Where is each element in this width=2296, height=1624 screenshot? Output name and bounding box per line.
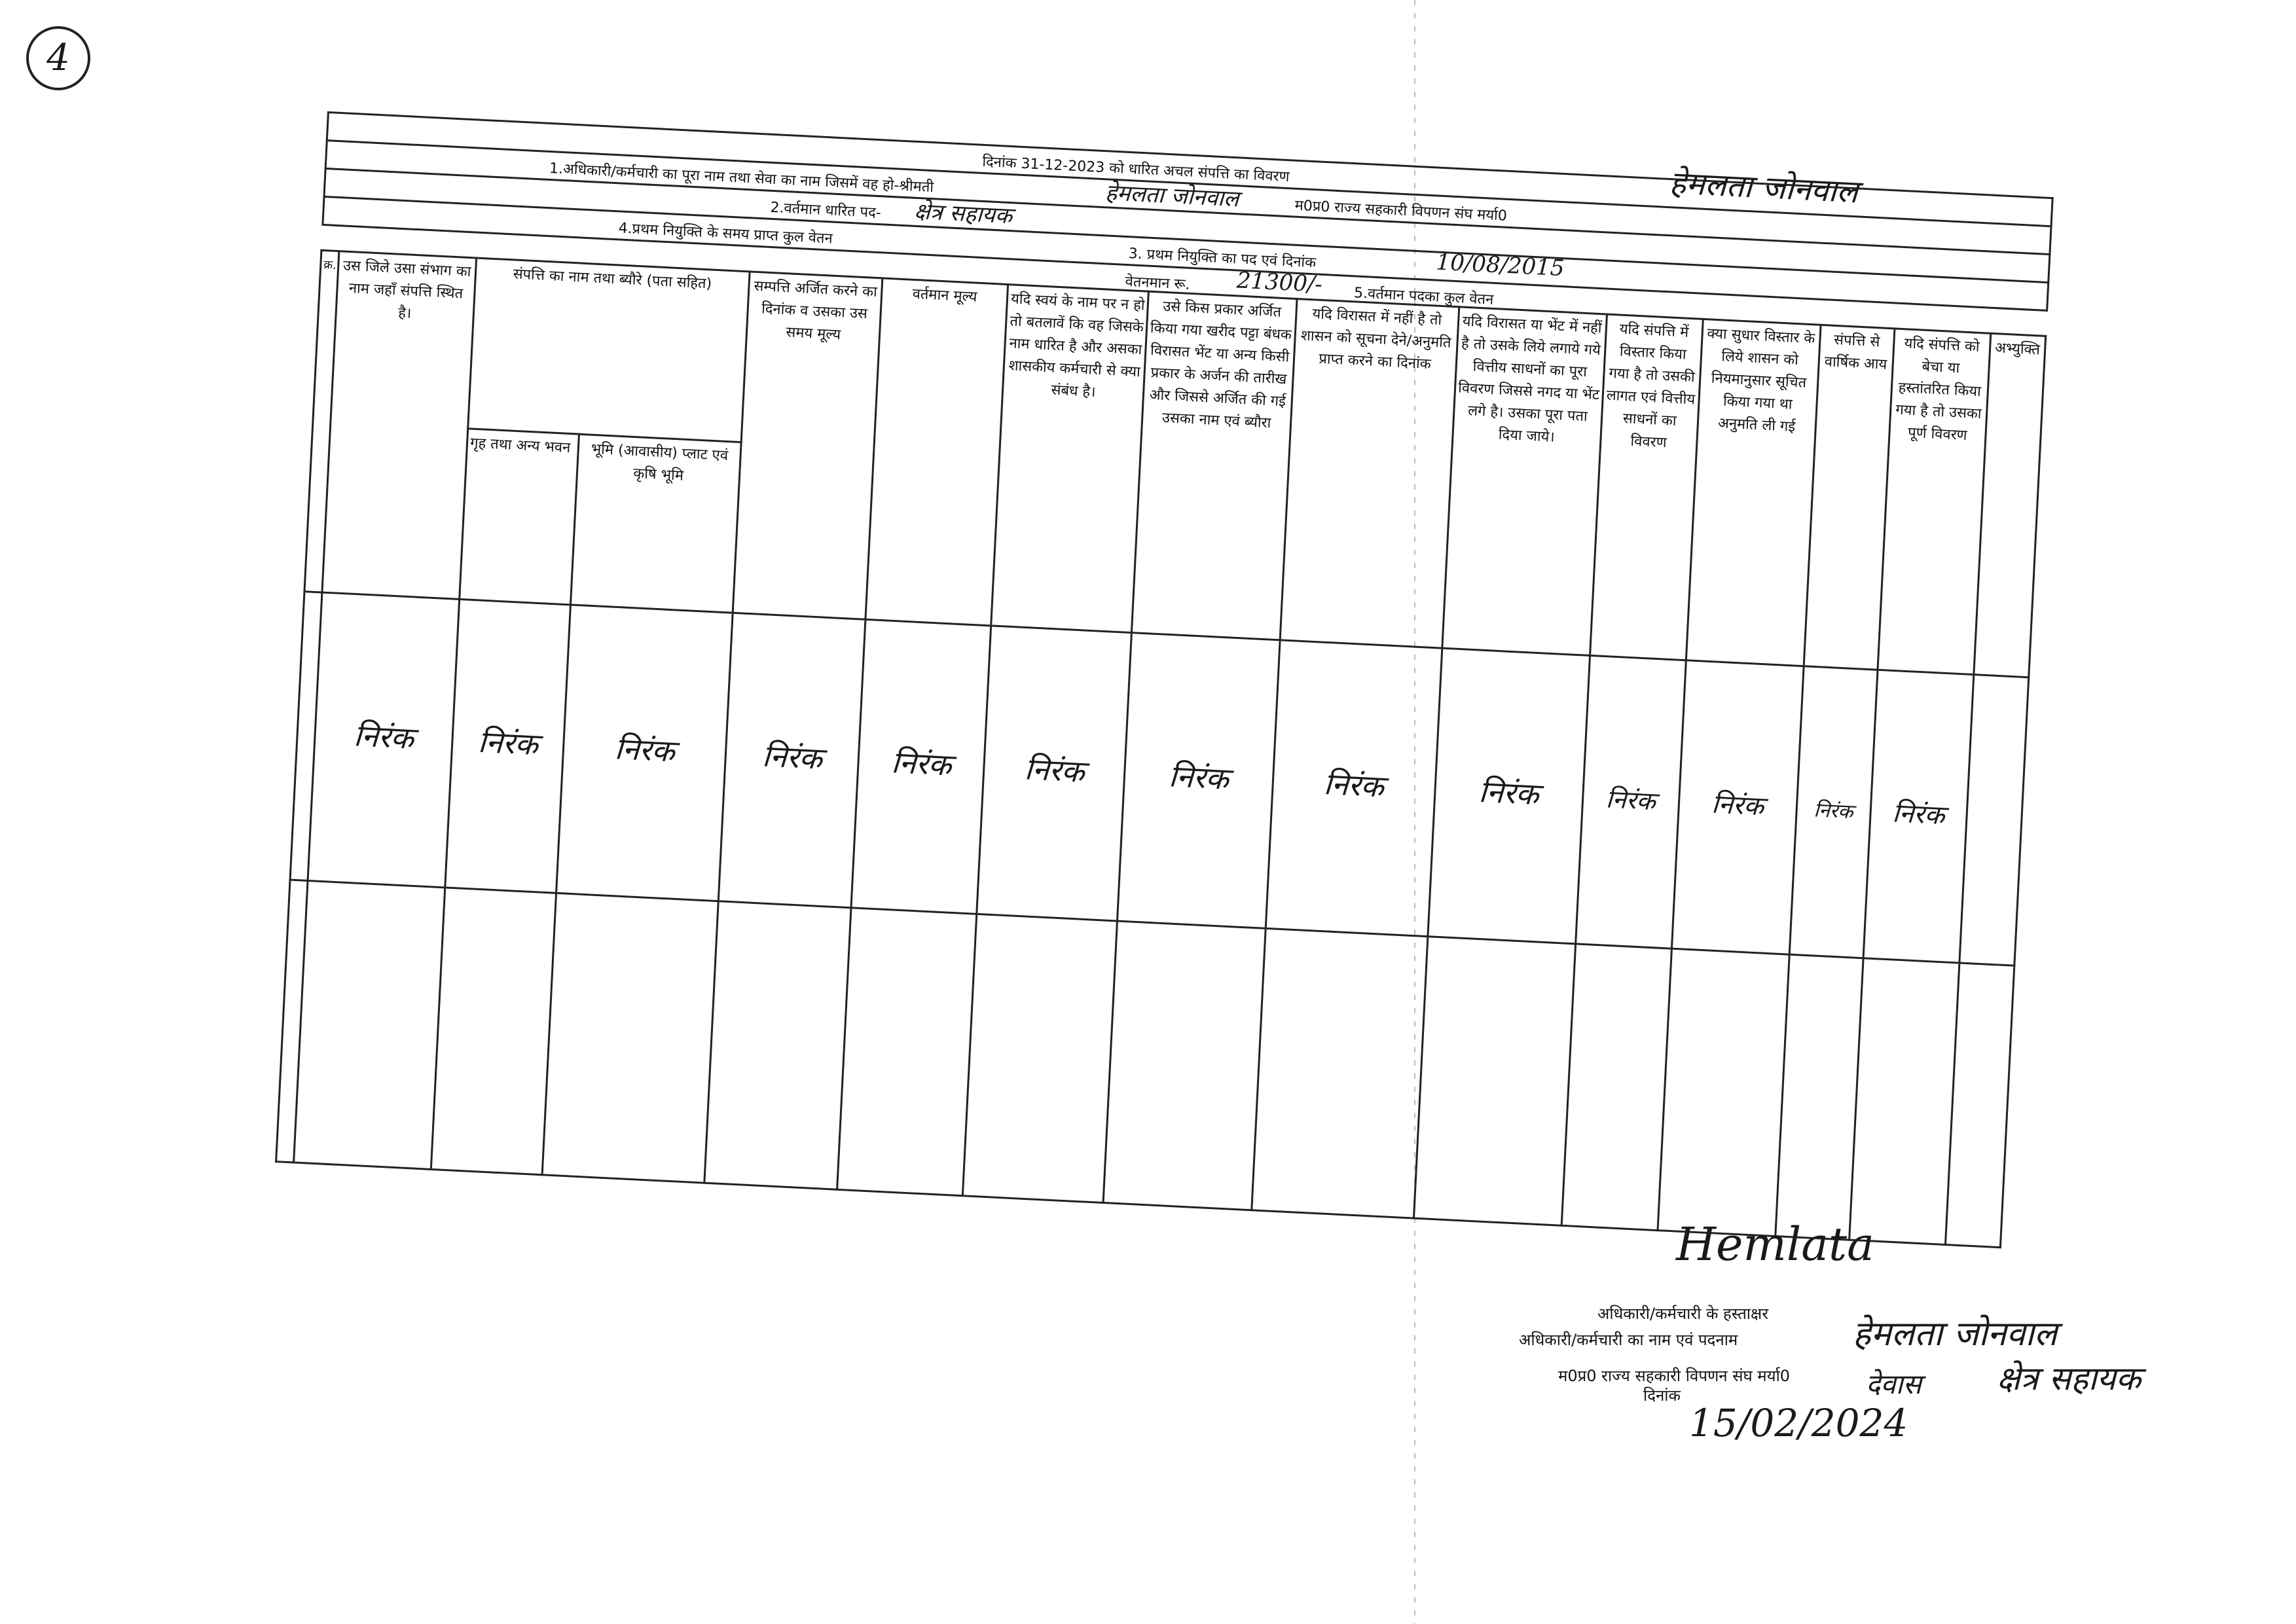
cell: निरंक [1117,632,1280,929]
col-property-name: संपत्ति का नाम तथा ब्यौरे (पता सहित) [467,258,750,442]
cell: निरंक [1863,670,1974,964]
col-held-by: यदि स्वयं के नाम पर न हो तो बतलावें कि व… [991,284,1149,633]
post-value: क्षेत्र सहायक [913,198,1013,230]
cell: निरंक [977,625,1132,922]
col-improvement: क्या सुधार विस्तार के लिये शासन को नियमा… [1686,319,1821,666]
payscale-label: वेतनमान रू. [1124,273,1191,293]
name-designation-label: अधिकारी/कर्मचारी का नाम एवं पदनाम [1519,1331,1738,1349]
col-sold: यदि संपत्ति को बेचा या हस्तांतरित किया ग… [1877,328,1991,675]
first-post-date: 10/08/2015 [1435,249,1565,282]
footer-date-label: दिनांक [1643,1386,1681,1405]
cell: निरंक [1789,666,1878,958]
property-table: क्र. उस जिले उसा संभाग का नाम जहाँ संपत्… [275,249,2047,1249]
payscale-value: 21300/- [1235,267,1323,298]
cell: निरंक [851,619,992,914]
cell: निरंक [718,613,866,908]
footer-name-value: हेमलता जोनवाल [1853,1314,2058,1354]
footer-org-value: देवास [1866,1368,1922,1400]
property-form: दिनांक 31-12-2023 को धारित अचल संपत्ति क… [275,111,2054,1248]
cell: निरंक [445,599,571,893]
signature: Hemlata [1676,1218,1874,1271]
page-mark: 4 [26,26,90,90]
name-handwritten-top: हेमलता जोनवाल [1668,164,1859,211]
footer-org-label: म0प्र0 राज्य सहकारी विपणन संघ मर्या0 [1558,1367,1791,1385]
col-permission-date: यदि विरासत में नहीं है तो शासन को सूचना … [1279,298,1459,649]
col-financial-sources: यदि विरासत या भेंट में नहीं है तो उसके ल… [1442,306,1607,656]
footer-designation: क्षेत्र सहायक [1997,1360,2141,1398]
cell: निरंक [1427,648,1590,944]
col-current-value: वर्तमान मूल्य [866,278,1008,626]
cell: निरंक [308,592,460,888]
col-land: भूमि (आवासीय) प्लाट एवं कृषि भूमि [570,434,742,613]
col-expansion: यदि संपत्ति में विस्तार किया गया है तो उ… [1590,314,1704,660]
col-house: गृह तथा अन्य भवन [459,428,579,605]
cell: निरंक [1575,655,1686,949]
cell: निरंक [1265,640,1442,937]
cell: निरंक [1671,660,1804,955]
col-acquired-date: सम्पत्ति अर्जित करने का दिनांक व उसका उस… [733,271,883,620]
col-acquisition-mode: उसे किस प्रकार अर्जित किया गया खरीद पट्ट… [1131,291,1297,640]
col-district: उस जिले उसा संभाग का नाम जहाँ संपत्ति स्… [321,251,477,600]
fold-line [1414,0,1415,1624]
cell: निरंक [556,604,733,901]
footer-date-value: 15/02/2024 [1689,1401,1908,1445]
signature-label: अधिकारी/कर्मचारी के हस्ताक्षर [1597,1305,1769,1323]
